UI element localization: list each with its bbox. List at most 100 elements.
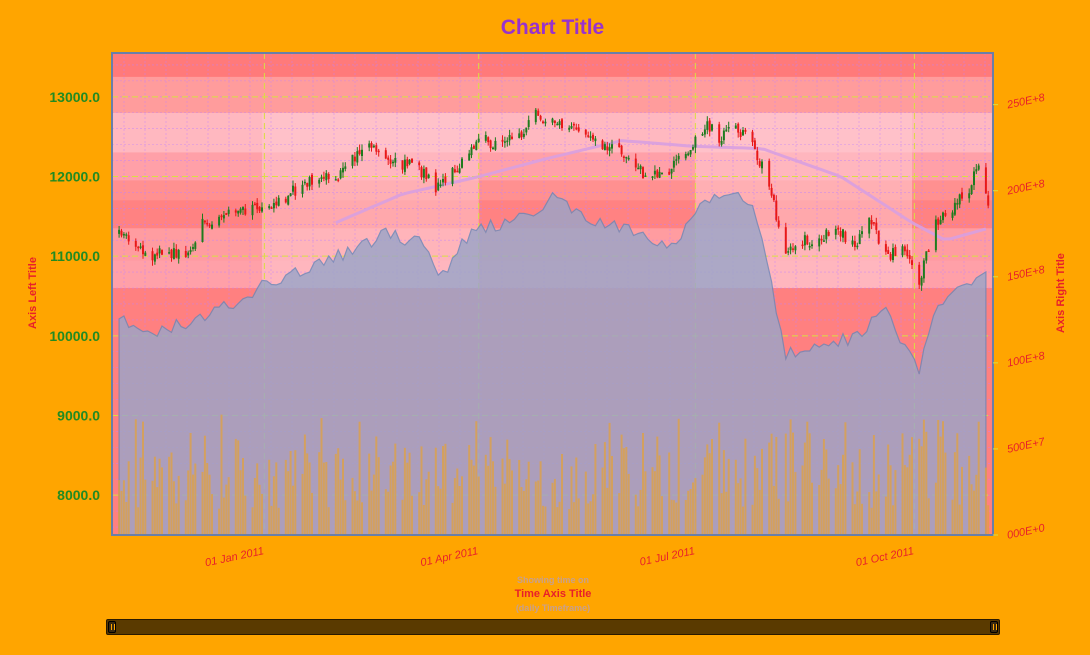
candle-body <box>358 149 361 155</box>
candle-body <box>658 171 661 178</box>
volume-bar <box>208 474 211 535</box>
volume-bar <box>970 484 973 535</box>
volume-bar <box>351 477 354 535</box>
volume-bar <box>387 491 390 535</box>
candle-body <box>851 240 854 245</box>
volume-bar <box>306 453 309 535</box>
volume-bar <box>425 479 428 535</box>
volume-bar <box>361 502 363 535</box>
candle-body <box>761 161 763 169</box>
time-axis-title-block: Showing time on Time Axis Title (daily T… <box>453 573 653 615</box>
volume-bar <box>601 467 604 535</box>
candle-body <box>556 123 559 126</box>
candle-body <box>937 218 940 225</box>
candle-body <box>525 127 528 133</box>
volume-bar <box>206 463 209 535</box>
candle-body <box>837 227 840 230</box>
volume-bar <box>618 493 621 535</box>
candle-body <box>475 141 478 151</box>
volume-bar <box>892 505 894 535</box>
volume-bar <box>406 462 409 535</box>
candle-body <box>408 159 411 164</box>
volume-bar <box>492 461 494 535</box>
candle-body <box>127 235 130 242</box>
volume-bar <box>961 466 963 535</box>
scrollbar-left-handle[interactable] <box>108 621 116 633</box>
volume-bar <box>537 480 540 535</box>
volume-bar <box>322 462 325 535</box>
candle-body <box>406 159 409 167</box>
volume-bar <box>792 432 794 535</box>
right-axis-tick-label: 500E+7 <box>1006 436 1047 456</box>
scrollbar-right-handle[interactable] <box>990 621 998 633</box>
candle-body <box>187 252 190 256</box>
volume-bar <box>558 501 561 535</box>
time-range-scrollbar[interactable] <box>106 619 1000 635</box>
left-axis-tick-label: 8000.0 <box>57 487 100 503</box>
candle-body <box>944 213 947 216</box>
candle-body <box>539 115 542 120</box>
volume-bar <box>820 469 823 535</box>
candle-body <box>458 168 461 173</box>
candle-body <box>953 202 956 215</box>
volume-bar <box>227 477 230 535</box>
candle-body <box>194 242 197 249</box>
candle-body <box>853 241 856 247</box>
candle-body <box>903 246 906 252</box>
volume-bar <box>277 507 280 535</box>
candle-body <box>334 179 337 181</box>
volume-bar <box>203 435 206 535</box>
candle-body <box>844 231 847 243</box>
volume-bar <box>234 438 237 535</box>
candle-body <box>942 212 944 221</box>
candle-body <box>161 250 163 255</box>
volume-bar <box>761 448 763 535</box>
candle-body <box>368 143 371 148</box>
candle-body <box>608 147 611 151</box>
volume-bar <box>211 494 213 535</box>
candle-body <box>908 255 911 260</box>
candle-body <box>668 171 671 175</box>
candle-body <box>175 249 178 258</box>
volume-bar <box>201 471 204 535</box>
volume-bar <box>734 459 737 535</box>
time-axis-ticks: 01 Jan 2011 01 Apr 2011 01 Jul 2011 01 Oct … <box>204 545 915 569</box>
candle-body <box>520 131 523 138</box>
volume-bar <box>987 505 990 535</box>
candle-body <box>192 247 194 249</box>
candle-body <box>120 230 123 236</box>
candle-body <box>501 139 504 142</box>
candle-body <box>370 143 373 148</box>
volume-bar <box>692 482 694 535</box>
volume-bar <box>584 471 587 535</box>
candle-body <box>561 119 563 129</box>
volume-bar <box>487 465 490 535</box>
candle-body <box>177 250 180 259</box>
left-axis-tick-label: 12000.0 <box>49 168 100 184</box>
candle-body <box>184 251 187 257</box>
candle-body <box>553 120 556 123</box>
volume-bar <box>408 452 411 535</box>
volume-bar <box>953 452 956 535</box>
volume-bar <box>177 475 180 535</box>
candle-body <box>661 172 663 175</box>
candle-body <box>720 141 723 145</box>
candle-body <box>218 216 221 226</box>
candle-body <box>422 168 425 178</box>
right-axis-tick-label: 000E+0 <box>1006 522 1047 542</box>
volume-bar <box>268 459 271 535</box>
candle-body <box>189 250 192 253</box>
volume-bar <box>451 502 454 535</box>
candle-body <box>522 133 525 137</box>
candle-body <box>951 212 954 218</box>
volume-bar <box>184 500 187 535</box>
volume-bar <box>951 499 954 535</box>
volume-bar <box>675 502 678 535</box>
volume-bar <box>887 444 890 535</box>
candle-body <box>344 166 347 169</box>
candle-body <box>172 248 175 260</box>
candle-body <box>606 146 609 151</box>
candle-body <box>403 159 406 172</box>
candle-body <box>672 160 675 168</box>
